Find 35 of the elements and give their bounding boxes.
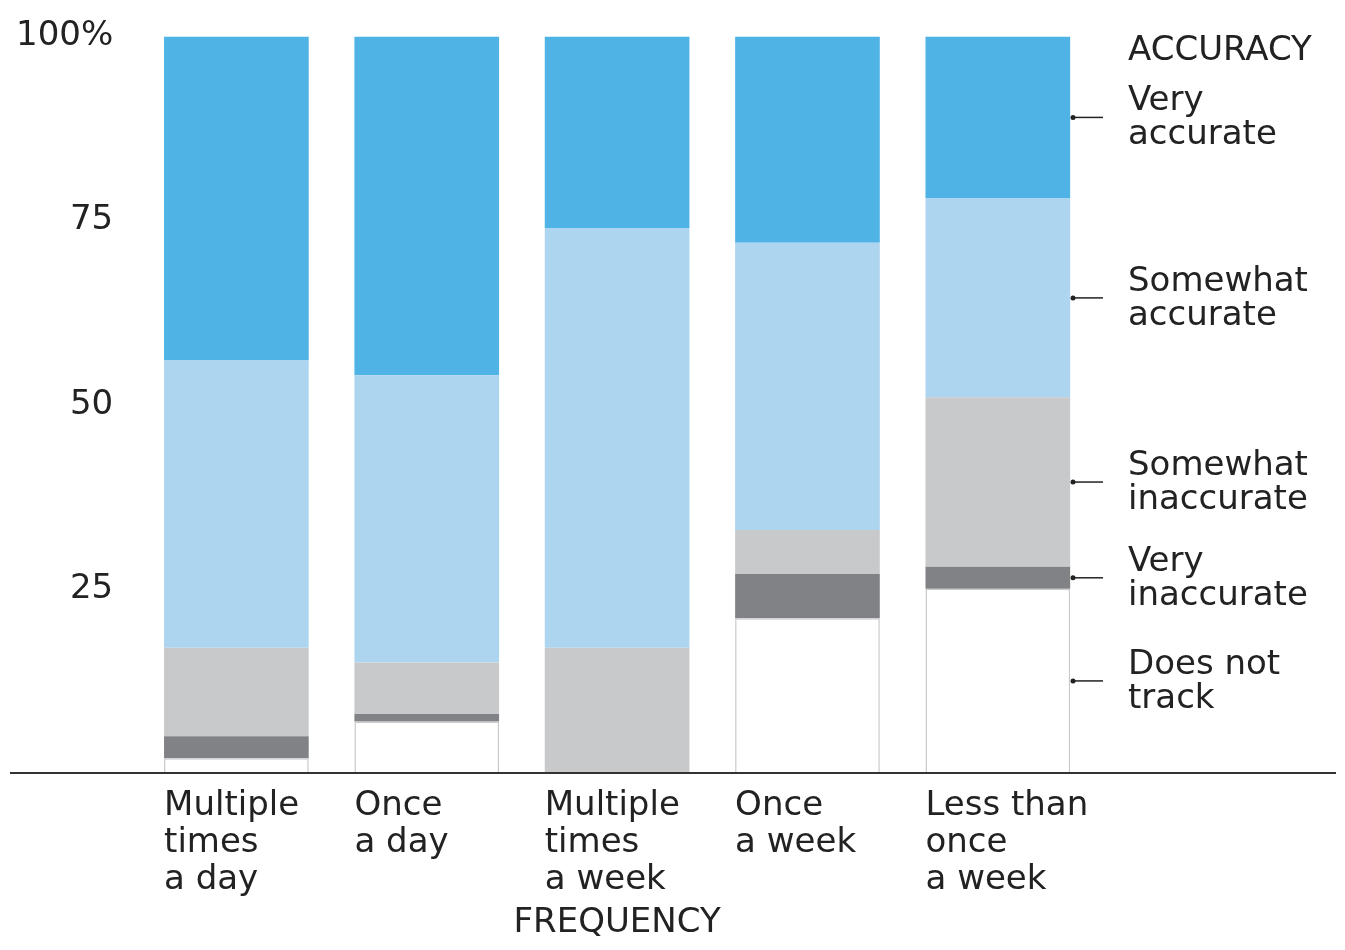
bar bbox=[544, 36, 690, 228]
bar bbox=[735, 242, 880, 530]
bar bbox=[925, 397, 1071, 567]
bar bbox=[735, 36, 880, 243]
bar bbox=[544, 227, 690, 648]
bar bbox=[925, 36, 1071, 199]
y-tick-label: 75 bbox=[69, 197, 114, 238]
x-tick-label: Multiple times a week bbox=[544, 783, 680, 897]
bar bbox=[354, 714, 500, 722]
x-tick-label: Once a week bbox=[735, 783, 857, 860]
series-label: Does not track bbox=[1128, 641, 1281, 716]
y-tick-label: 50 bbox=[69, 381, 114, 422]
y-tick-label: 25 bbox=[69, 565, 114, 606]
bar bbox=[164, 36, 309, 361]
series-label: Somewhat accurate bbox=[1128, 258, 1308, 333]
bar bbox=[354, 36, 500, 376]
x-tick-label: Once a day bbox=[354, 783, 449, 860]
y-tick-label: 100% bbox=[16, 13, 114, 54]
x-tick-label: Less than once a week bbox=[925, 783, 1089, 897]
legend-title: ACCURACY bbox=[1128, 28, 1313, 68]
series-label: Very accurate bbox=[1128, 78, 1277, 153]
bar bbox=[735, 529, 880, 575]
series-label: Very inaccurate bbox=[1128, 538, 1308, 613]
bar bbox=[164, 736, 309, 759]
bar bbox=[354, 662, 500, 715]
bar bbox=[735, 574, 880, 619]
x-axis-title: FREQUENCY bbox=[513, 900, 721, 941]
x-tick-label: Multiple times a day bbox=[164, 783, 300, 897]
bar bbox=[925, 198, 1071, 398]
bar bbox=[925, 566, 1071, 589]
bar bbox=[164, 360, 309, 648]
series-label: Somewhat inaccurate bbox=[1128, 443, 1308, 518]
bar bbox=[544, 647, 690, 773]
bar bbox=[354, 375, 500, 663]
bar bbox=[164, 647, 309, 737]
